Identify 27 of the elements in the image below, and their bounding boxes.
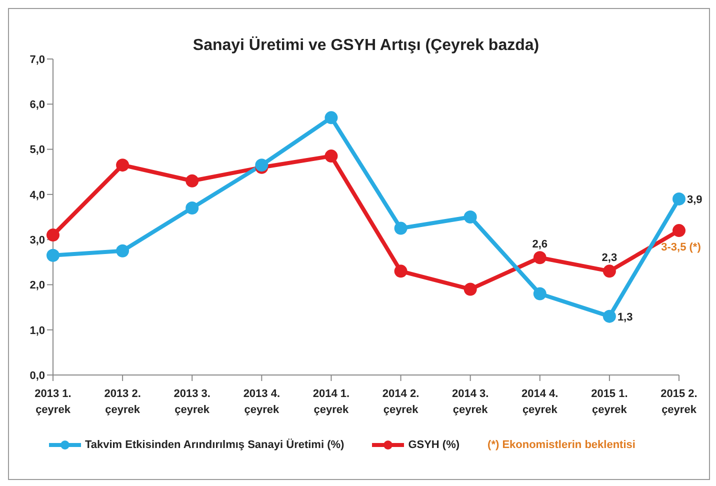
y-tick-label: 4,0 bbox=[30, 189, 45, 202]
data-label: 2,6 bbox=[532, 238, 548, 251]
data-label: 2,3 bbox=[602, 252, 618, 264]
x-tick-label: 2014 2. çeyrek bbox=[382, 388, 420, 416]
y-tick-label: 6,0 bbox=[30, 99, 45, 112]
chart-title: Sanayi Üretimi ve GSYH Artışı (Çeyrek bazda) bbox=[192, 37, 540, 55]
data-label: 3,9 bbox=[687, 194, 702, 206]
x-tick-label: 2015 1. çeyrek bbox=[591, 388, 628, 416]
y-tick-label: 3,0 bbox=[30, 234, 45, 246]
x-tick-label: 2013 2. çeyrek bbox=[104, 388, 141, 416]
text: (*) Ekonomistlerin beklentisi bbox=[488, 439, 636, 451]
y-tick-label: 1,0 bbox=[30, 324, 45, 337]
annotation: 3-3,5 (*) bbox=[661, 242, 702, 254]
x-tick-label: 2013 4. çeyrek bbox=[243, 388, 280, 416]
x-tick-label: 2015 2. çeyrek bbox=[660, 388, 698, 416]
x-tick-label: 2014 1. çeyrek bbox=[312, 388, 350, 416]
legend-label: Takvim Etkisinden Arındırılmış Sanayi Üretimi (%) bbox=[85, 439, 344, 451]
y-tick-label: 7,0 bbox=[30, 54, 45, 66]
x-tick-label: 2013 1. çeyrek bbox=[34, 388, 72, 416]
y-tick-label: 0,0 bbox=[30, 370, 45, 382]
data-label: 1,3 bbox=[617, 311, 633, 324]
y-tick-label: 2,0 bbox=[30, 280, 45, 292]
x-tick-label: 2014 3. çeyrek bbox=[452, 388, 489, 416]
y-tick-label: 5,0 bbox=[30, 144, 45, 156]
legend-label: GSYH (%) bbox=[408, 439, 460, 451]
x-tick-label: 2013 3. çeyrek bbox=[174, 388, 210, 416]
x-tick-label: 2014 4. çeyrek bbox=[522, 388, 558, 416]
